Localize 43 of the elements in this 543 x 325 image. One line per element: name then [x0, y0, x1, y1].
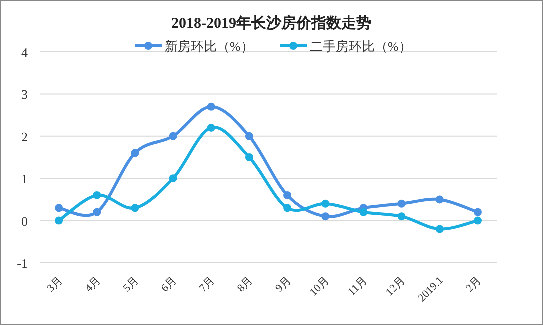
x-tick-label: 3月	[45, 274, 66, 295]
point	[207, 102, 216, 111]
x-tick-label: 9月	[274, 274, 294, 295]
point	[474, 208, 482, 216]
point	[131, 149, 140, 158]
x-tick-label: 5月	[121, 274, 142, 295]
point	[245, 154, 254, 162]
x-tick-label: 6月	[159, 274, 180, 295]
point	[360, 208, 368, 216]
x-tick-label: 7月	[197, 274, 218, 295]
point	[284, 204, 292, 212]
y-tick-label: -1	[17, 256, 28, 271]
point	[93, 191, 102, 200]
point	[322, 212, 330, 221]
point	[169, 174, 178, 183]
point	[55, 216, 64, 225]
point	[436, 225, 444, 234]
y-tick-label: 4	[22, 45, 28, 60]
point	[93, 208, 102, 216]
point	[398, 212, 406, 221]
point	[207, 124, 216, 132]
x-tick-label: 8月	[235, 274, 256, 295]
point	[398, 200, 406, 208]
point	[169, 132, 178, 140]
point	[284, 191, 292, 200]
y-tick-label: 2	[22, 129, 28, 144]
point	[436, 196, 444, 204]
chart-title: 2018-2019年长沙房价指数走势	[172, 14, 372, 32]
legend-label: 新房环比（%）	[165, 39, 254, 54]
x-tick-label: 12月	[384, 274, 408, 299]
y-tick-label: 1	[22, 172, 28, 187]
point	[131, 204, 140, 212]
legend-label: 二手房环比（%）	[310, 39, 412, 54]
x-tick-label: 11月	[346, 274, 370, 298]
point	[55, 204, 64, 212]
x-tick-label: 4月	[83, 274, 104, 295]
y-tick-label: 0	[22, 214, 28, 229]
point	[245, 132, 254, 140]
point	[474, 216, 482, 225]
x-tick-label: 10月	[308, 274, 332, 299]
y-tick-label: 3	[22, 87, 28, 102]
point	[322, 200, 330, 208]
x-tick-label: 2月	[464, 274, 484, 295]
